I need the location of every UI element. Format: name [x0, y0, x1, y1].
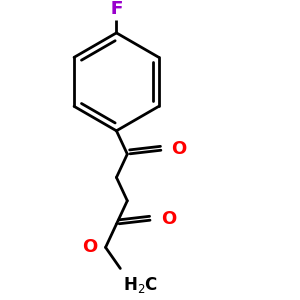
Text: F: F: [110, 0, 123, 17]
Text: O: O: [160, 210, 176, 228]
Text: H$_2$C: H$_2$C: [123, 275, 158, 296]
Text: O: O: [172, 140, 187, 158]
Text: F: F: [110, 0, 123, 17]
Text: O: O: [82, 238, 97, 256]
